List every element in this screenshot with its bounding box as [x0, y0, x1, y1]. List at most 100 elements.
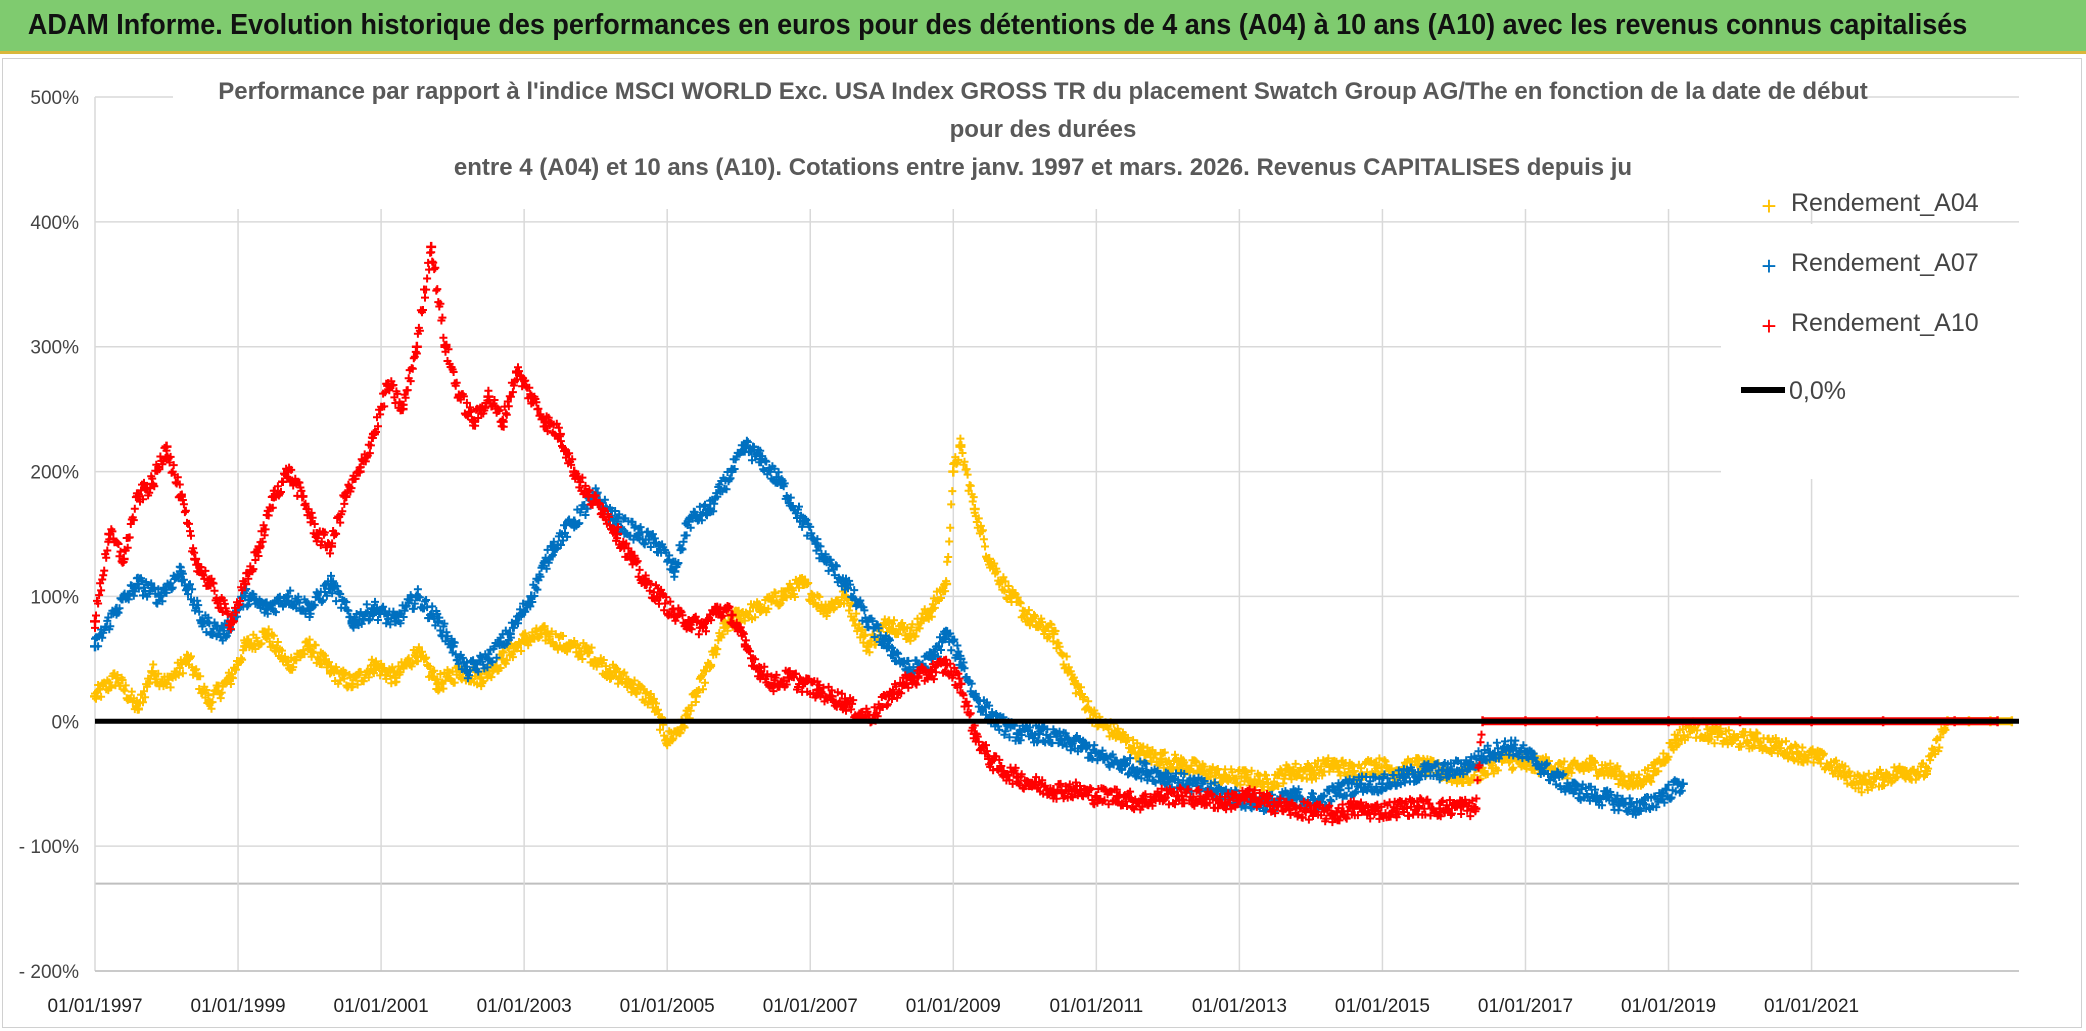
banner: ADAM Informe. Evolution historique des p… [0, 0, 2086, 54]
data-point [948, 466, 959, 477]
chart-title-line-3: entre 4 (A04) et 10 ans (A10). Cotations… [454, 154, 1632, 181]
data-point [204, 578, 215, 589]
data-point [1184, 778, 1195, 789]
data-point [204, 697, 215, 708]
legend-marker-a07: + [1761, 251, 1776, 281]
chart-title-line-2: pour des durées [950, 116, 1137, 143]
data-point [411, 341, 422, 352]
data-point [1878, 772, 1889, 783]
data-point [90, 616, 100, 627]
data-point [1484, 747, 1495, 758]
data-point [1220, 797, 1231, 808]
data-point [669, 566, 680, 577]
data-point [390, 672, 401, 683]
chart-title-line-1: Performance par rapport à l'indice MSCI … [218, 78, 1868, 105]
data-point [254, 541, 265, 552]
banner-title: ADAM Informe. Evolution historique des p… [27, 9, 1968, 41]
data-point [147, 666, 158, 677]
legend-label-a07: Rendement_A07 [1791, 249, 1979, 277]
data-point [855, 710, 866, 721]
data-point [1112, 791, 1123, 802]
data-point [655, 541, 666, 552]
data-point [347, 616, 358, 627]
data-point [1727, 735, 1738, 746]
data-point [819, 603, 830, 614]
data-point [1069, 784, 1080, 795]
title-background [173, 69, 1863, 209]
data-point [1155, 791, 1166, 802]
data-point [647, 697, 658, 708]
data-point [1026, 616, 1037, 627]
data-point [1749, 735, 1760, 746]
legend: + Rendement_A04 + Rendement_A07 + Rendem… [1721, 189, 2021, 479]
y-tick-label: 100% [30, 587, 79, 608]
data-point [304, 641, 315, 652]
data-point [755, 454, 766, 465]
data-point [354, 466, 365, 477]
data-point [1091, 791, 1102, 802]
data-point [969, 691, 980, 702]
data-point [1048, 784, 1059, 795]
data-point [326, 578, 337, 589]
data-point [1241, 791, 1252, 802]
data-point [1470, 803, 1481, 814]
data-point [161, 678, 172, 689]
data-point [261, 603, 272, 614]
data-point [883, 641, 894, 652]
data-point [347, 678, 358, 689]
data-point [1899, 766, 1910, 777]
data-point [1026, 778, 1037, 789]
data-point [175, 566, 186, 577]
data-point [1134, 797, 1145, 808]
data-point [1634, 803, 1645, 814]
data-point [1391, 803, 1402, 814]
data-point [812, 685, 823, 696]
data-point [655, 591, 666, 602]
data-point [1327, 759, 1338, 770]
x-tick-label: 01/01/2003 [477, 996, 572, 1017]
data-point [740, 641, 751, 652]
data-point [1606, 766, 1617, 777]
data-point [368, 603, 379, 614]
data-point [1055, 735, 1066, 746]
data-point [740, 441, 751, 452]
x-tick-label: 01/01/2021 [1764, 996, 1859, 1017]
data-point [1005, 591, 1016, 602]
data-point [1077, 741, 1088, 752]
data-point [941, 628, 952, 639]
data-point [261, 628, 272, 639]
data-point [326, 541, 337, 552]
y-tick-label: - 100% [19, 837, 79, 858]
data-point [626, 553, 637, 564]
legend-label-zero: 0,0% [1789, 377, 1846, 405]
data-point [1241, 772, 1252, 783]
data-point [1134, 747, 1145, 758]
data-point [1012, 728, 1023, 739]
data-point [1584, 759, 1595, 770]
data-point [841, 578, 852, 589]
data-point [826, 691, 837, 702]
data-point [569, 516, 580, 527]
data-point [240, 578, 251, 589]
data-point [783, 672, 794, 683]
data-point [1706, 728, 1717, 739]
data-point [469, 416, 480, 427]
data-point [218, 628, 229, 639]
data-point [90, 691, 100, 702]
data-point [1291, 791, 1302, 802]
data-point [941, 660, 952, 671]
data-point [1305, 766, 1316, 777]
data-point [1034, 728, 1045, 739]
data-point [483, 391, 494, 402]
data-point [1284, 803, 1295, 814]
data-point [1284, 766, 1295, 777]
data-point [447, 641, 458, 652]
data-point [297, 491, 308, 502]
data-point [390, 616, 401, 627]
data-point [283, 466, 294, 477]
data-point [683, 516, 694, 527]
data-point [426, 241, 437, 252]
data-point [1677, 778, 1688, 789]
data-point [1413, 801, 1424, 812]
data-point [841, 697, 852, 708]
